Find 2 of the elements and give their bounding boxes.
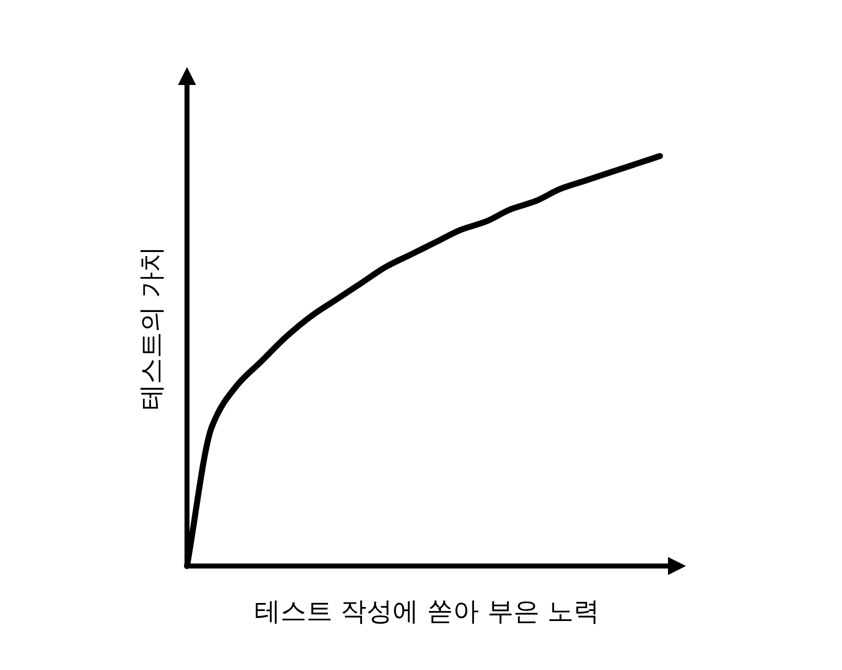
y-axis-title: 테스트의 가치 [137, 246, 167, 410]
x-axis-title: 테스트 작성에 쏟아 부은 노력 [254, 597, 600, 627]
